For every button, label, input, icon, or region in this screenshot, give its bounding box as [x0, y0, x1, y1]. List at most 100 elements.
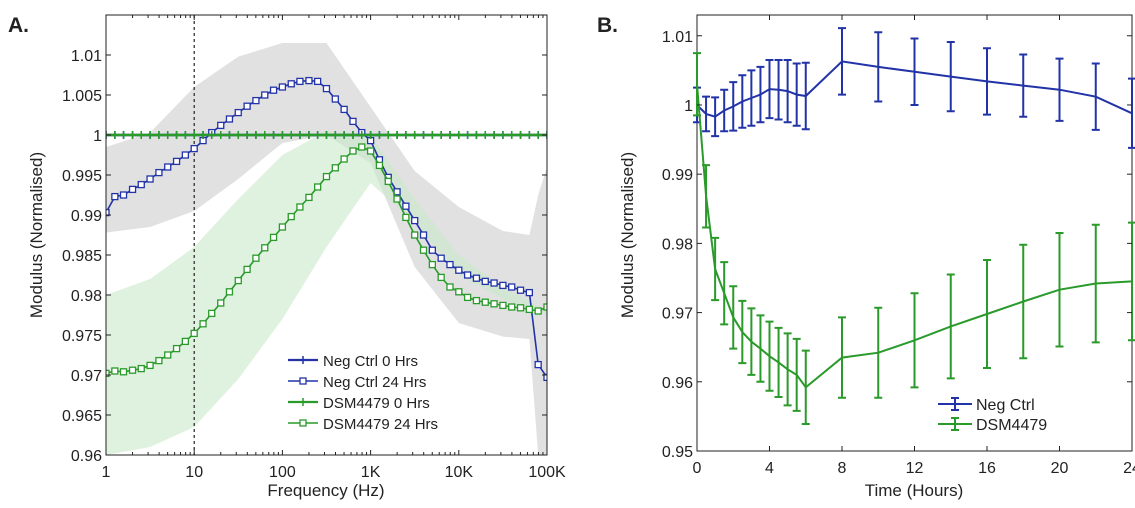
data-point-dsm4479-24-hrs [261, 244, 269, 252]
data-point-dsm4479-0-hrs [375, 131, 384, 139]
x-tick-label: 1 [102, 464, 111, 481]
data-point-dsm4479-0-hrs [357, 131, 366, 139]
data-point-neg-ctrl-24-hrs [490, 279, 498, 287]
legend-marker-neg-ctrl [951, 397, 959, 411]
data-point-dsm4479-24-hrs [358, 143, 366, 151]
data-point-dsm4479-24-hrs [349, 147, 357, 155]
data-point-neg-ctrl-24-hrs [269, 86, 278, 94]
data-point-dsm4479-0-hrs [137, 131, 146, 139]
y-tick-label: 1.01 [662, 29, 693, 46]
data-point-dsm4479-0-hrs [260, 131, 269, 139]
data-point-dsm4479-0-hrs [498, 131, 507, 139]
data-point-dsm4479-0-hrs [269, 131, 278, 139]
data-point-neg-ctrl-24-hrs [543, 373, 547, 382]
y-tick-label: 0.96 [662, 375, 693, 392]
data-point-dsm4479-24-hrs [217, 299, 225, 307]
y-tick-label: 0.97 [71, 368, 102, 385]
x-tick-label: 1K [361, 464, 381, 481]
x-tick-label: 10 [185, 464, 203, 481]
y-tick-label: 0.95 [662, 444, 693, 461]
data-point-dsm4479-24-hrs [243, 265, 251, 274]
panel-a-x-axis-label: Frequency (Hz) [267, 481, 384, 500]
data-point-dsm4479-0-hrs [172, 131, 181, 139]
data-point-dsm4479-24-hrs [375, 161, 384, 170]
data-point-dsm4479-24-hrs [181, 337, 190, 346]
y-tick-label: 0.97 [662, 306, 693, 323]
y-tick-label: 1 [93, 128, 102, 145]
legend-marker-neg-ctrl-24-hrs [299, 377, 307, 385]
data-point-neg-ctrl-24-hrs [411, 216, 419, 225]
data-point-neg-ctrl-24-hrs [340, 105, 348, 114]
x-tick-label: 4 [765, 460, 774, 477]
panel-b-chart: 0 4 8 12 16 20 24 0.95 0.96 0.97 0.98 0.99 1 1.01 Tim… [618, 14, 1135, 500]
legend-label-neg-ctrl-24-hrs: Neg Ctrl 24 Hrs [323, 374, 426, 391]
data-point-dsm4479-24-hrs [366, 147, 375, 155]
data-point-neg-ctrl-24-hrs [455, 266, 463, 274]
data-point-neg-ctrl-24-hrs [296, 77, 304, 86]
panel-a-legend: Neg Ctrl 0 Hrs Neg Ctrl 24 Hrs DSM4479 0 H… [288, 353, 438, 433]
data-point-dsm4479-0-hrs [393, 131, 402, 139]
data-point-dsm4479-24-hrs [402, 213, 410, 222]
data-point-dsm4479-24-hrs [119, 368, 128, 376]
legend-marker-dsm4479-24-hrs [299, 419, 307, 427]
data-point-dsm4479-0-hrs [287, 131, 296, 139]
data-point-dsm4479-0-hrs [366, 131, 375, 139]
data-point-neg-ctrl-24-hrs [446, 260, 454, 269]
data-point-neg-ctrl-24-hrs [508, 283, 516, 291]
y-tick-label: 0.96 [71, 448, 102, 465]
data-point-dsm4479-0-hrs [419, 131, 428, 139]
data-point-dsm4479-24-hrs [428, 260, 436, 269]
data-point-dsm4479-24-hrs [190, 329, 198, 338]
x-tick-label: 24 [1123, 460, 1135, 477]
x-tick-label: 16 [978, 460, 996, 477]
data-point-neg-ctrl-24-hrs [261, 91, 269, 99]
data-point-dsm4479-24-hrs [411, 231, 419, 239]
data-point-neg-ctrl-24-hrs [463, 271, 472, 279]
data-point-neg-ctrl-24-hrs [314, 77, 322, 86]
x-tick-label: 20 [1051, 460, 1069, 477]
data-point-dsm4479-0-hrs [154, 131, 163, 139]
data-point-neg-ctrl-24-hrs [331, 95, 339, 103]
x-tick-label: 8 [838, 460, 847, 477]
y-tick-label: 1 [684, 98, 693, 115]
y-tick-label: 0.975 [62, 328, 102, 345]
data-point-dsm4479-0-hrs [304, 131, 313, 139]
data-point-dsm4479-24-hrs [463, 293, 472, 302]
legend-marker-dsm4479-0-hrs [299, 398, 307, 406]
data-point-neg-ctrl-24-hrs [402, 202, 410, 210]
data-point-dsm4479-0-hrs [163, 131, 172, 139]
data-point-dsm4479-0-hrs [401, 131, 410, 139]
data-point-dsm4479-0-hrs [516, 131, 525, 139]
y-tick-label: 1.005 [62, 88, 102, 105]
data-point-neg-ctrl-24-hrs [305, 76, 313, 85]
data-point-dsm4479-24-hrs [322, 172, 331, 181]
data-point-dsm4479-24-hrs [296, 203, 304, 211]
data-point-dsm4479-0-hrs [472, 131, 481, 139]
y-tick-label: 0.99 [71, 208, 102, 225]
data-point-dsm4479-0-hrs [481, 131, 490, 139]
data-point-dsm4479-24-hrs [331, 164, 339, 172]
data-point-dsm4479-24-hrs [534, 307, 542, 315]
data-point-dsm4479-24-hrs [516, 304, 525, 312]
data-point-neg-ctrl-24-hrs [190, 144, 198, 153]
data-point-dsm4479-0-hrs [190, 131, 199, 139]
data-point-neg-ctrl-24-hrs [111, 192, 119, 201]
x-tick-label: 100K [528, 464, 566, 481]
data-point-dsm4479-24-hrs [155, 356, 163, 365]
data-point-neg-ctrl-24-hrs [534, 360, 542, 369]
series-line-neg-ctrl [696, 60, 1133, 118]
data-point-neg-ctrl-24-hrs [287, 80, 295, 88]
data-point-dsm4479-0-hrs [207, 131, 216, 139]
data-point-neg-ctrl-24-hrs [146, 175, 154, 183]
data-point-dsm4479-0-hrs [128, 131, 137, 139]
data-point-dsm4479-0-hrs [234, 131, 243, 139]
data-point-dsm4479-0-hrs [313, 131, 322, 139]
data-point-neg-ctrl-24-hrs [437, 254, 445, 262]
data-point-dsm4479-24-hrs [384, 177, 392, 186]
data-point-dsm4479-24-hrs [172, 344, 181, 353]
data-point-neg-ctrl-24-hrs [172, 157, 181, 166]
data-point-dsm4479-24-hrs [225, 288, 234, 296]
data-point-dsm4479-24-hrs [128, 366, 137, 374]
x-tick-label: 100 [269, 464, 296, 481]
